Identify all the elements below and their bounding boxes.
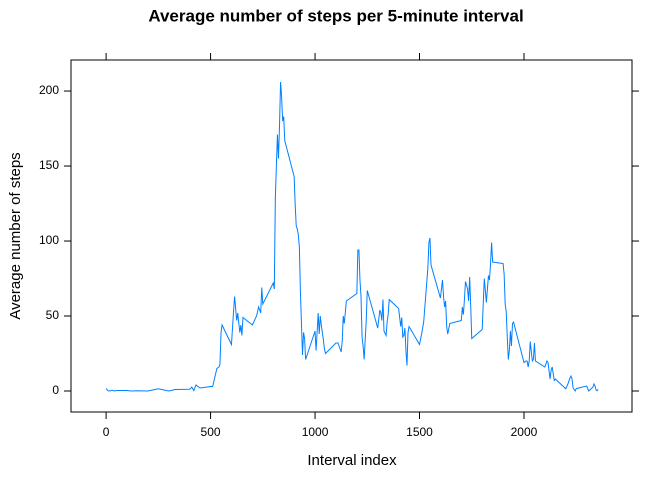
x-tick-label: 1500 xyxy=(406,425,433,439)
chart-title: Average number of steps per 5-minute int… xyxy=(148,6,523,25)
panel-border xyxy=(70,59,633,413)
y-tick-label: 100 xyxy=(39,233,59,247)
x-axis-label: Interval index xyxy=(307,452,397,469)
x-tick-label: 1000 xyxy=(302,425,329,439)
x-tick-label: 0 xyxy=(103,425,110,439)
y-tick-label: 0 xyxy=(52,383,59,397)
y-tick-label: 200 xyxy=(39,83,59,97)
y-tick-label: 150 xyxy=(39,158,59,172)
y-axis-label: Average number of steps xyxy=(7,152,24,319)
y-tick-label: 50 xyxy=(46,308,60,322)
x-tick-label: 2000 xyxy=(511,425,538,439)
data-line xyxy=(105,82,599,393)
x-tick-label: 500 xyxy=(201,425,221,439)
